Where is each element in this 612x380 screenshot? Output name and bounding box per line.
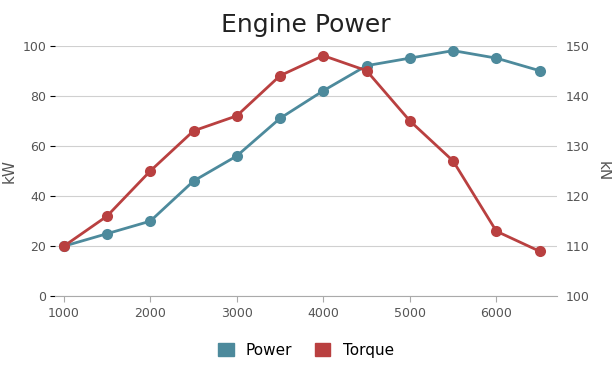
Torque [60,244,67,249]
Legend: Power, Torque: Power, Torque [212,337,400,364]
Torque [493,229,500,233]
Power [103,231,111,236]
Torque [233,114,241,118]
Torque [319,53,327,58]
Y-axis label: kW: kW [2,159,17,183]
Power [233,154,241,158]
Torque [449,159,457,163]
Power [277,116,284,120]
Torque [190,128,197,133]
Line: Torque: Torque [58,50,545,257]
Title: Engine Power: Engine Power [221,13,391,37]
Torque [277,73,284,78]
Power [536,68,543,73]
Power [319,89,327,93]
Torque [406,119,414,123]
Power [493,56,500,60]
Power [406,56,414,60]
Power [147,219,154,223]
Power [190,179,197,183]
Power [60,244,67,249]
Power [363,63,370,68]
Line: Power: Power [58,45,545,252]
Power [449,48,457,53]
Torque [147,169,154,173]
Torque [103,214,111,218]
Torque [536,249,543,253]
Y-axis label: kN: kN [595,161,610,181]
Torque [363,68,370,73]
